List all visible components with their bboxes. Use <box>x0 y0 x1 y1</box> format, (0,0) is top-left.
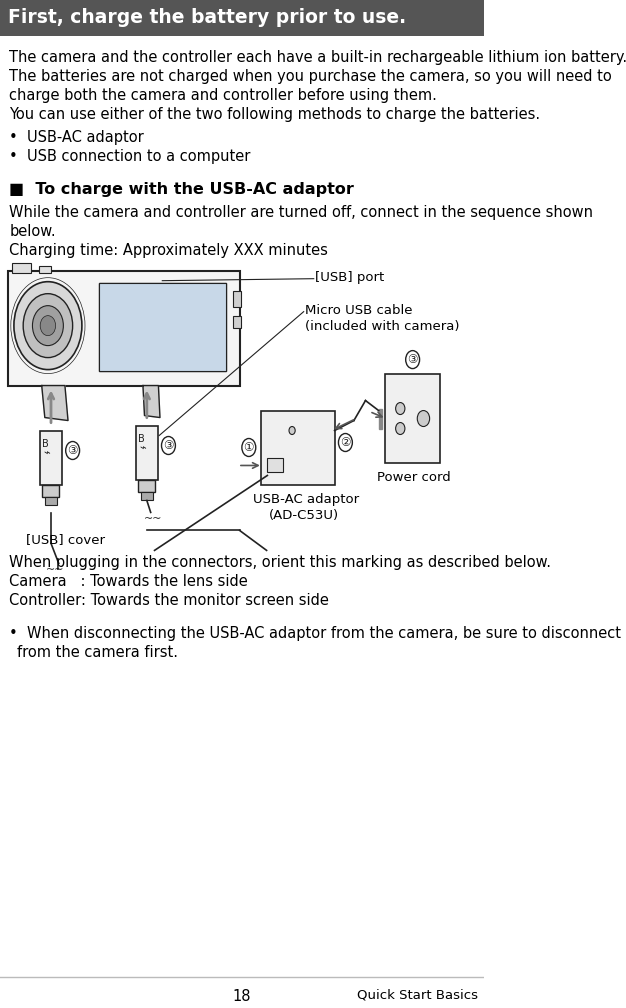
Circle shape <box>396 402 405 414</box>
Text: ③: ③ <box>408 353 418 366</box>
Bar <box>43 486 59 497</box>
Text: ⌁: ⌁ <box>43 449 50 459</box>
Text: 18: 18 <box>233 989 251 1004</box>
Text: •  USB-AC adaptor: • USB-AC adaptor <box>9 130 144 145</box>
Bar <box>93 275 234 381</box>
Circle shape <box>289 426 295 434</box>
Text: ~~: ~~ <box>144 514 162 524</box>
Circle shape <box>66 442 80 460</box>
Circle shape <box>339 433 352 452</box>
Bar <box>141 493 153 500</box>
Text: First, charge the battery prior to use.: First, charge the battery prior to use. <box>8 8 406 27</box>
Circle shape <box>33 305 63 346</box>
Text: While the camera and controller are turned off, connect in the sequence shown: While the camera and controller are turn… <box>9 205 593 220</box>
Text: charge both the camera and controller before using them.: charge both the camera and controller be… <box>9 88 437 103</box>
Circle shape <box>406 351 419 369</box>
Bar <box>0 0 484 36</box>
Text: Quick Start Basics: Quick Start Basics <box>357 989 478 1002</box>
Text: (AD-C53U): (AD-C53U) <box>269 509 339 522</box>
Text: When plugging in the connectors, orient this marking as described below.: When plugging in the connectors, orient … <box>9 555 552 571</box>
Text: ③: ③ <box>68 444 78 457</box>
Text: [USB] port: [USB] port <box>316 271 384 283</box>
Text: ②: ② <box>340 436 351 449</box>
Text: The batteries are not charged when you purchase the camera, so you will need to: The batteries are not charged when you p… <box>9 69 612 84</box>
Bar <box>233 316 241 328</box>
Text: [USB] cover: [USB] cover <box>26 533 105 546</box>
Bar <box>138 481 155 493</box>
Polygon shape <box>379 408 382 428</box>
Circle shape <box>14 281 82 370</box>
Text: Micro USB cable: Micro USB cable <box>305 303 413 317</box>
Text: •  USB connection to a computer: • USB connection to a computer <box>9 149 250 164</box>
Text: B: B <box>138 433 145 444</box>
Bar <box>267 459 283 473</box>
Bar <box>136 425 158 481</box>
Bar <box>40 430 62 486</box>
Circle shape <box>242 438 256 457</box>
Polygon shape <box>143 386 160 417</box>
Bar <box>261 410 334 486</box>
Polygon shape <box>42 386 68 420</box>
Bar <box>8 271 240 386</box>
Text: ⌁: ⌁ <box>139 444 146 454</box>
Text: below.: below. <box>9 224 56 239</box>
Text: •  When disconnecting the USB-AC adaptor from the camera, be sure to disconnect: • When disconnecting the USB-AC adaptor … <box>9 626 621 641</box>
Bar <box>99 282 227 371</box>
Bar <box>99 282 227 371</box>
Text: ■  To charge with the USB-AC adaptor: ■ To charge with the USB-AC adaptor <box>9 181 354 197</box>
Text: B: B <box>43 438 49 449</box>
Bar <box>13 263 31 273</box>
Circle shape <box>396 422 405 434</box>
Circle shape <box>23 293 73 358</box>
Circle shape <box>418 410 429 426</box>
Text: ~~: ~~ <box>46 565 65 576</box>
Text: Power cord: Power cord <box>377 472 451 485</box>
Text: Controller: Towards the monitor screen side: Controller: Towards the monitor screen s… <box>9 594 329 609</box>
Bar <box>233 290 241 306</box>
Text: Charging time: Approximately XXX minutes: Charging time: Approximately XXX minutes <box>9 243 328 258</box>
Text: (included with camera): (included with camera) <box>305 320 459 333</box>
Text: Camera   : Towards the lens side: Camera : Towards the lens side <box>9 575 248 590</box>
Text: You can use either of the two following methods to charge the batteries.: You can use either of the two following … <box>9 107 540 122</box>
Text: USB-AC adaptor: USB-AC adaptor <box>254 494 359 506</box>
Circle shape <box>40 316 56 336</box>
Text: The camera and the controller each have a built-in rechargeable lithium ion batt: The camera and the controller each have … <box>9 50 626 65</box>
Text: ③: ③ <box>163 439 173 452</box>
Circle shape <box>162 436 175 455</box>
Text: from the camera first.: from the camera first. <box>17 645 178 660</box>
Bar <box>385 374 441 464</box>
Bar <box>39 266 51 273</box>
Text: ①: ① <box>244 440 254 454</box>
Bar <box>45 497 57 505</box>
